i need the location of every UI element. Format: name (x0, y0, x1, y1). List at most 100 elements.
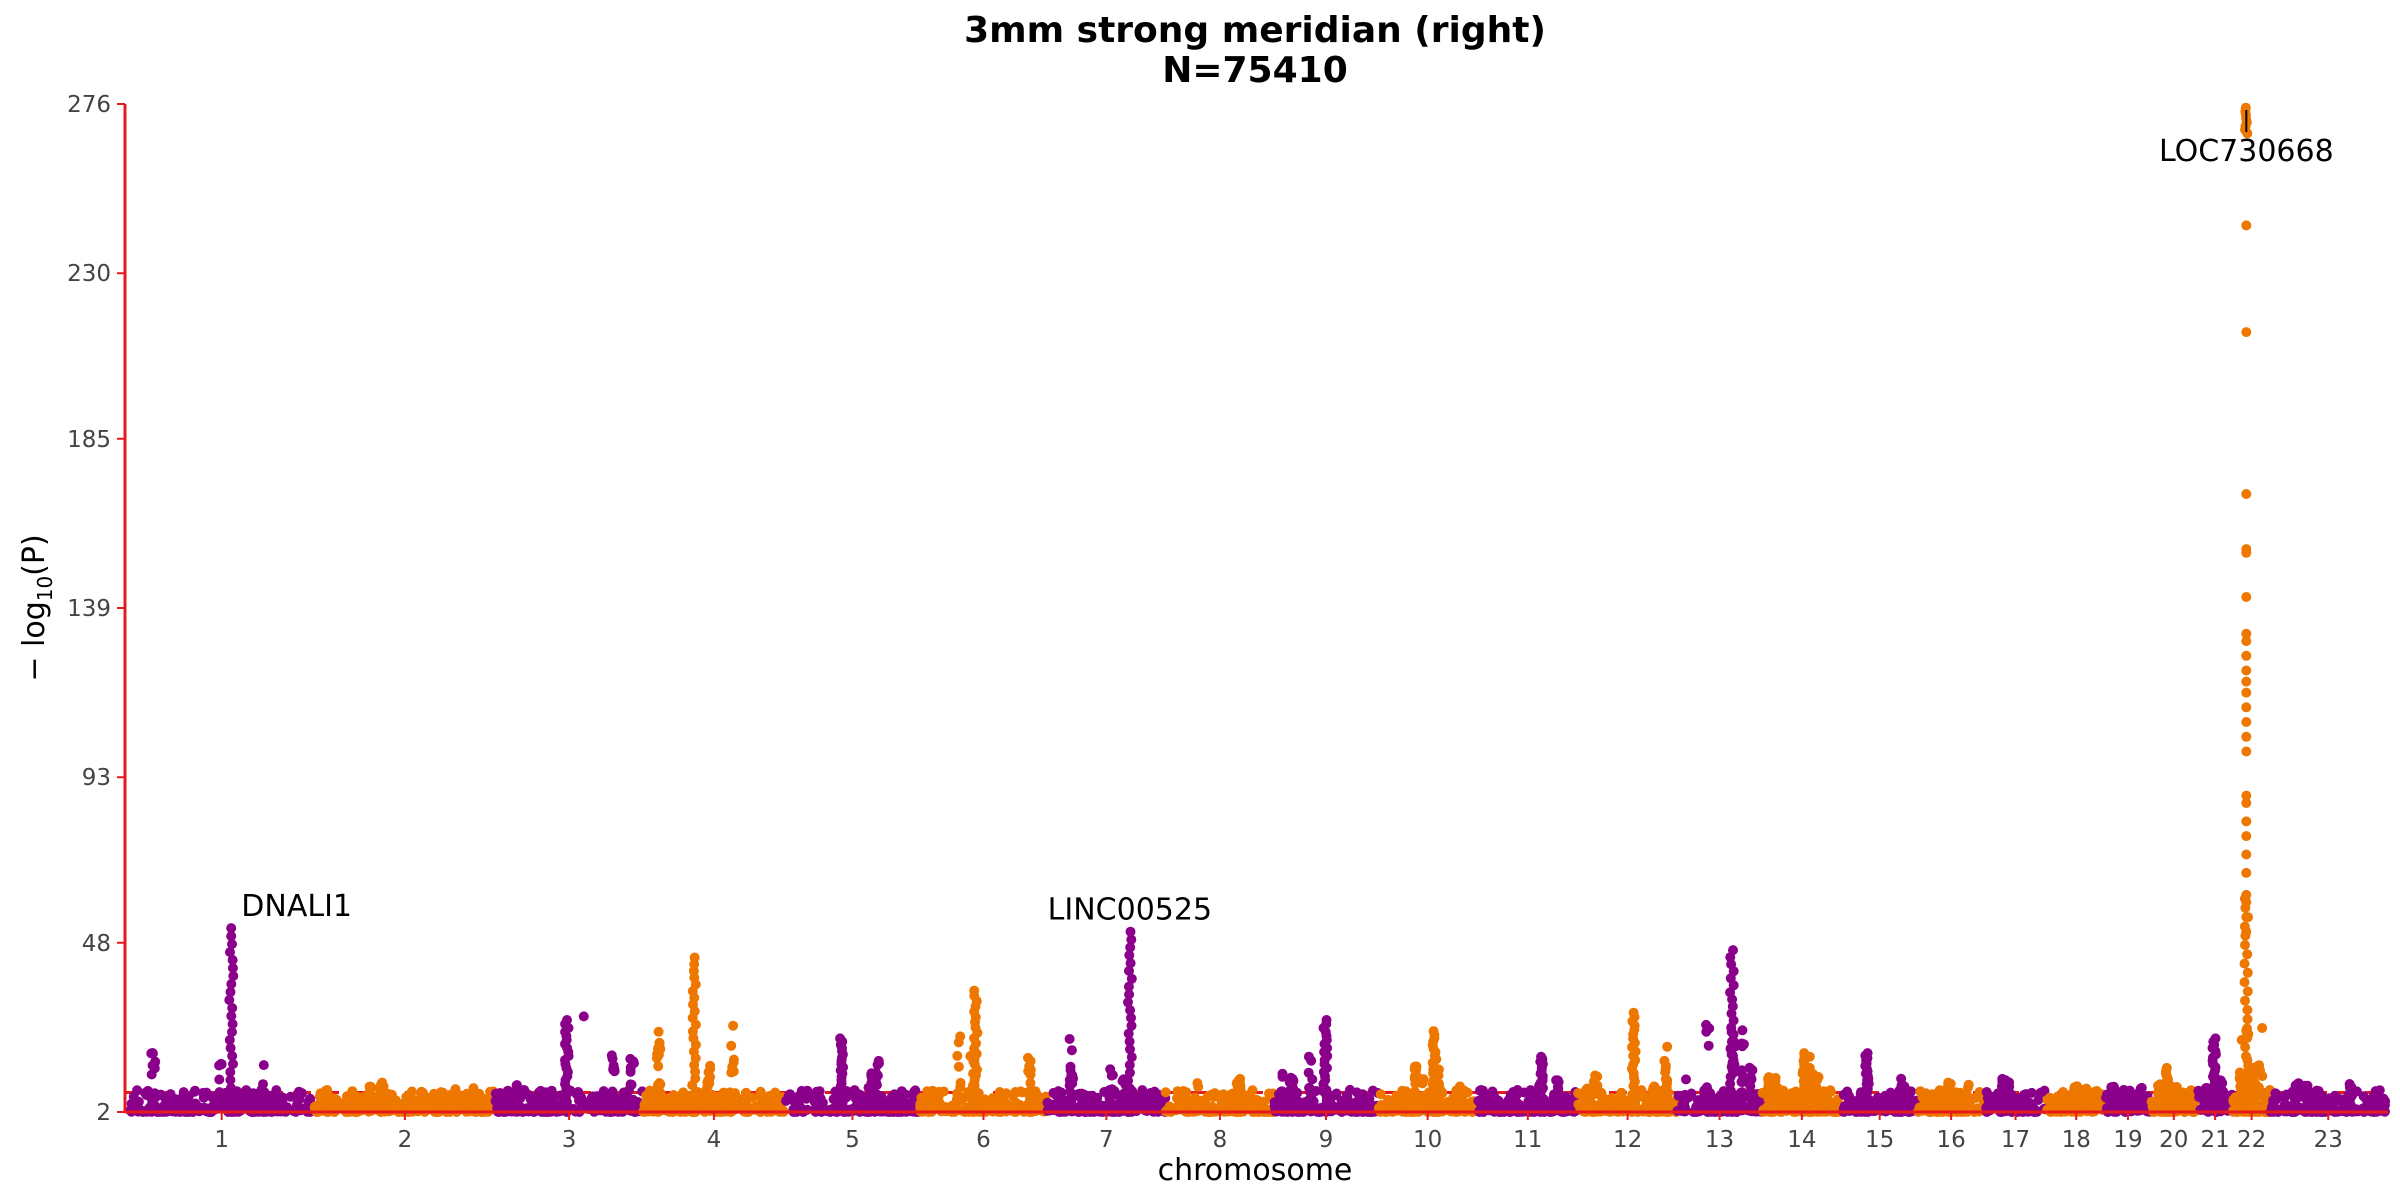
data-point (1552, 1082, 1563, 1093)
data-point (916, 1092, 927, 1103)
highlight-point (2241, 926, 2252, 937)
highlight-point (2241, 867, 2252, 878)
data-point (228, 971, 239, 981)
data-point (1396, 1096, 1407, 1107)
y-tick-label: 139 (67, 596, 111, 622)
data-point (1124, 989, 1135, 1000)
data-point (1303, 1067, 1314, 1078)
x-tick-label: 15 (1865, 1127, 1894, 1153)
data-point (2181, 1096, 2192, 1107)
data-point (258, 1060, 269, 1071)
data-point (1963, 1079, 1974, 1090)
highlight-point (2241, 790, 2252, 801)
data-point (988, 1102, 999, 1113)
data-point (1125, 926, 1136, 937)
x-tick-label: 21 (2200, 1127, 2229, 1153)
data-point (227, 963, 238, 973)
data-point (1747, 1065, 1758, 1076)
data-point (225, 1043, 236, 1053)
x-tick-label: 19 (2113, 1127, 2142, 1153)
y-tick-label: 230 (67, 261, 111, 287)
data-point (1648, 1083, 1659, 1093)
data-point (969, 985, 980, 996)
data-point (2239, 1069, 2250, 1080)
data-point (216, 1094, 227, 1104)
data-point (1728, 945, 1738, 956)
data-point (410, 1100, 420, 1111)
data-point (1680, 1102, 1690, 1113)
data-point (1616, 1088, 1627, 1098)
x-tick-label: 6 (976, 1127, 991, 1153)
data-point (625, 1062, 636, 1073)
data-point (1336, 1095, 1347, 1106)
data-point (895, 1088, 906, 1099)
data-point (581, 1101, 592, 1112)
data-point (2240, 940, 2250, 950)
data-point (2378, 1093, 2389, 1104)
data-point (1727, 1064, 1738, 1075)
data-point (728, 1057, 739, 1068)
data-point (1125, 1044, 1135, 1055)
data-point (1065, 1061, 1076, 1072)
highlight-point (2241, 731, 2252, 742)
data-point (2345, 1090, 2356, 1101)
highlight-point (578, 1011, 589, 1022)
data-point (1193, 1081, 1204, 1092)
x-tick-label: 8 (1213, 1127, 1228, 1153)
data-point (1107, 1084, 1117, 1095)
data-point (747, 1092, 758, 1103)
data-point (1124, 950, 1135, 961)
gene-label: LINC00525 (1048, 893, 1212, 928)
x-tick-label: 18 (2062, 1127, 2091, 1153)
data-point (1285, 1095, 1296, 1106)
data-point (1025, 1056, 1036, 1067)
highlight-point (2241, 702, 2252, 713)
data-point (438, 1087, 448, 1098)
x-tick-label: 14 (1787, 1127, 1816, 1153)
y-axis-title-tail: (P) (17, 534, 52, 576)
data-point (1304, 1083, 1315, 1094)
y-axis-title-main: − log (17, 601, 52, 681)
data-point (1377, 1102, 1388, 1113)
data-point (1551, 1099, 1562, 1110)
data-point (955, 1082, 966, 1093)
data-point (468, 1096, 479, 1107)
data-point (1701, 1082, 1712, 1093)
data-point (377, 1077, 388, 1088)
data-point (225, 947, 235, 958)
svg-text:− log10(P): − log10(P) (17, 534, 57, 681)
data-point (225, 1075, 236, 1085)
data-point (547, 1089, 558, 1100)
data-point (1104, 1093, 1115, 1103)
data-point (1386, 1096, 1396, 1107)
data-point (227, 939, 237, 950)
y-tick-label: 93 (82, 765, 111, 791)
highlight-point (2241, 912, 2252, 922)
data-point (2302, 1080, 2313, 1091)
data-point (2171, 1082, 2182, 1092)
data-point (1809, 1081, 1820, 1092)
data-point (309, 1101, 320, 1112)
data-point (225, 987, 236, 997)
data-point (1145, 1088, 1156, 1098)
highlight-point (2241, 687, 2252, 698)
data-point (639, 1099, 650, 1110)
highlight-point (2241, 665, 2252, 676)
gene-label: DNALI1 (241, 889, 352, 924)
data-point (1943, 1077, 1954, 1088)
data-point (2081, 1083, 2092, 1094)
data-point (1375, 1089, 1386, 1100)
data-point (1831, 1097, 1842, 1108)
data-point (1709, 1094, 1720, 1105)
data-point (1874, 1094, 1885, 1105)
y-tick-label: 48 (82, 931, 111, 957)
data-point (1259, 1096, 1270, 1107)
data-point (811, 1094, 822, 1105)
data-point (2033, 1095, 2044, 1105)
data-point (755, 1090, 766, 1101)
data-point (1763, 1093, 1774, 1104)
data-point (1126, 1052, 1137, 1063)
x-tick-label: 2 (398, 1127, 413, 1153)
data-point (240, 1085, 251, 1096)
data-point (1025, 1078, 1036, 1088)
